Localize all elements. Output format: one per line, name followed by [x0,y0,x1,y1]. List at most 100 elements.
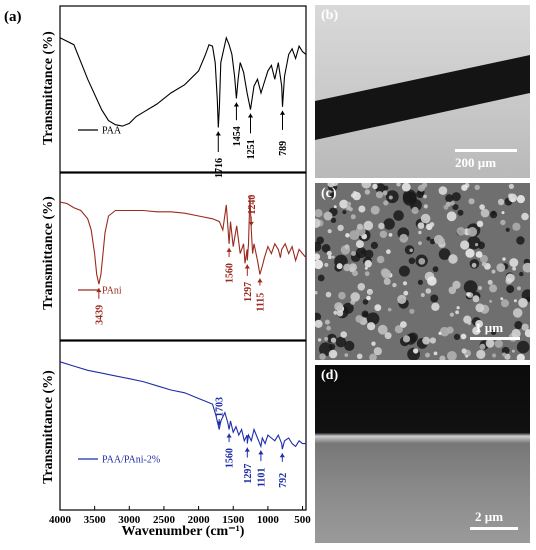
grain [521,323,529,331]
grain [487,279,493,285]
grain [386,249,391,255]
grain [511,328,521,339]
grain [475,243,479,247]
peak-annotation: 1101 [256,450,267,487]
grain [456,306,460,310]
grain [392,282,397,288]
grain [509,258,519,268]
scale-bar-b [455,149,517,152]
grain [375,191,384,199]
pore [398,265,410,277]
grain [374,304,382,312]
peak-arrow-head [279,453,285,458]
panel-a-label: (a) [4,9,22,25]
grain [396,183,401,187]
grain [474,184,480,191]
grain [323,211,333,221]
grain [369,353,377,360]
grain [357,223,363,230]
grain [371,341,376,346]
peak-arrow-head [96,288,102,293]
peak-arrow-head [279,110,286,115]
grain [355,315,363,323]
pore [430,294,439,303]
grain [376,255,385,264]
grain [349,263,357,272]
scale-bar-d [470,527,518,530]
micrograph-b: (b) 200 µm [315,5,530,178]
grain [382,190,388,196]
grain [319,353,326,360]
plot-frame [59,5,307,173]
grain [429,222,435,227]
peak-annotation: 789 [278,110,289,156]
pore [366,312,380,325]
pore [362,299,369,305]
grain [409,248,413,253]
peak-label: 1716 [214,158,225,178]
pore [328,343,336,351]
grain [345,233,350,238]
scale-bar-c [470,337,520,340]
grain [479,204,485,210]
grain [508,183,514,189]
grain [324,262,329,267]
peak-annotation: 1560 [225,247,236,283]
grain [446,211,457,222]
pore [429,238,436,245]
grain [326,325,331,331]
grain [331,255,335,259]
grain [339,199,349,209]
pore [321,244,331,253]
grain [333,205,337,209]
pore [370,241,378,249]
grain [366,295,371,301]
spectrum-panel-2: PAni 3439 1560 1297 1240 1115 [59,172,307,341]
grain [425,288,432,294]
grain [326,250,332,256]
grain [397,294,407,304]
pore [361,310,369,318]
grain [460,240,470,250]
grain [315,259,324,270]
x-tick-label: 500 [294,514,311,526]
pore [452,204,459,211]
grain [466,292,471,297]
pore [445,194,454,203]
grain [387,307,392,312]
pore [317,274,325,282]
pore [506,285,515,294]
peak-annotation: 792 [278,453,289,488]
spectrum-panel-3: PAA/PAni-2% 1703 1560 1297 1101 792 [59,340,307,511]
grain [378,222,385,230]
grain [477,350,486,358]
x-tick-label: 2000 [188,514,211,526]
pore [463,280,478,294]
grain [475,320,483,328]
grain [431,302,440,311]
grain [439,355,446,360]
grain [438,331,442,335]
peak-label: 3439 [94,305,105,325]
grain [367,322,376,331]
x-tick-label: 3500 [84,514,107,526]
grain [324,336,329,341]
grain [480,254,488,263]
series-line-paa [59,35,307,128]
peak-annotation: 1115 [255,278,266,312]
grain [489,299,493,303]
grain [394,325,403,334]
grain [315,218,321,228]
peak-label: 1297 [243,282,254,302]
plot-frame [59,172,307,341]
grain [478,286,482,290]
grain [508,193,517,203]
grain [438,186,448,195]
grain [338,291,346,300]
grain [377,324,388,335]
grain [417,222,425,229]
grain [373,347,382,356]
grain [327,183,335,188]
pore [453,333,461,340]
